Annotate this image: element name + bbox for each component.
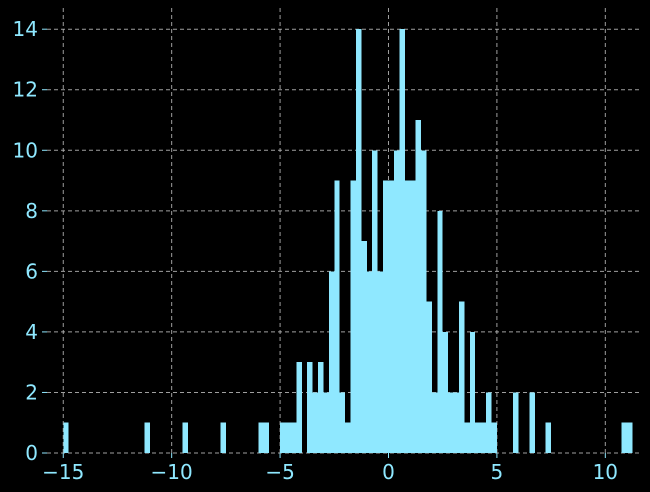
histogram-bar <box>475 422 481 453</box>
histogram-bar <box>426 301 432 453</box>
y-tick-label: 14 <box>13 17 38 41</box>
histogram-bar <box>415 120 422 453</box>
histogram-bar <box>453 392 459 453</box>
histogram-bar <box>350 180 356 453</box>
histogram-bar <box>280 422 286 453</box>
y-tick-label: 6 <box>25 259 38 283</box>
histogram-bar <box>285 422 291 453</box>
histogram-bar <box>334 180 340 453</box>
histogram-bar <box>182 422 188 453</box>
histogram-bar <box>410 180 416 453</box>
x-tick-label: −5 <box>265 460 294 484</box>
histogram-bar <box>545 422 552 453</box>
histogram-bar <box>442 331 449 453</box>
histogram-bar <box>480 422 487 453</box>
y-tick-label: 8 <box>25 199 38 223</box>
histogram-bar <box>626 422 633 453</box>
x-tick-label: −10 <box>151 460 193 484</box>
histogram-bar <box>393 150 400 453</box>
histogram-bar <box>339 392 346 453</box>
histogram-bar <box>361 241 367 453</box>
histogram-bar <box>345 422 351 453</box>
y-tick-label: 12 <box>13 78 38 102</box>
y-tick-label: 10 <box>13 138 38 162</box>
histogram-bars <box>63 29 633 453</box>
histogram-bar <box>258 422 264 453</box>
histogram-bar <box>388 180 394 453</box>
histogram-bar <box>307 362 313 453</box>
histogram-bar <box>263 422 270 453</box>
histogram-bar <box>355 29 362 453</box>
histogram-bar <box>458 301 465 453</box>
axes: −15 −10 −5 0 5 10 0 2 4 6 8 10 12 14 <box>13 17 618 484</box>
histogram-bar <box>491 422 497 453</box>
histogram-bar <box>377 271 384 453</box>
histogram-bar <box>464 422 470 453</box>
x-tick-label: 10 <box>593 460 618 484</box>
histogram-bar <box>448 392 454 453</box>
histogram-bar <box>318 362 324 453</box>
histogram-bar <box>220 422 226 453</box>
histogram-bar <box>296 362 302 453</box>
histogram-bar <box>513 392 519 453</box>
histogram-bar <box>383 180 389 453</box>
histogram-bar <box>366 271 373 453</box>
histogram-bar <box>328 271 335 453</box>
histogram-bar <box>431 392 438 453</box>
y-tick-label: 4 <box>25 320 38 344</box>
x-tick-label: −15 <box>42 460 84 484</box>
histogram-bar <box>399 29 405 453</box>
x-tick-label: 5 <box>491 460 504 484</box>
histogram-bar <box>469 331 476 453</box>
histogram-bar <box>437 210 443 453</box>
x-tick-label: 0 <box>382 460 395 484</box>
histogram-bar <box>312 392 319 453</box>
histogram-bar <box>621 422 627 453</box>
histogram-bar <box>421 150 427 453</box>
histogram-bar <box>144 422 150 453</box>
y-tick-label: 2 <box>25 380 38 404</box>
histogram-bar <box>372 150 378 453</box>
histogram-bar <box>404 180 411 453</box>
histogram-bar <box>290 422 297 453</box>
histogram-bar <box>323 392 329 453</box>
histogram-bar <box>63 422 69 453</box>
histogram-bar <box>529 392 535 453</box>
histogram-bar <box>486 392 492 453</box>
y-tick-label: 0 <box>25 441 38 465</box>
